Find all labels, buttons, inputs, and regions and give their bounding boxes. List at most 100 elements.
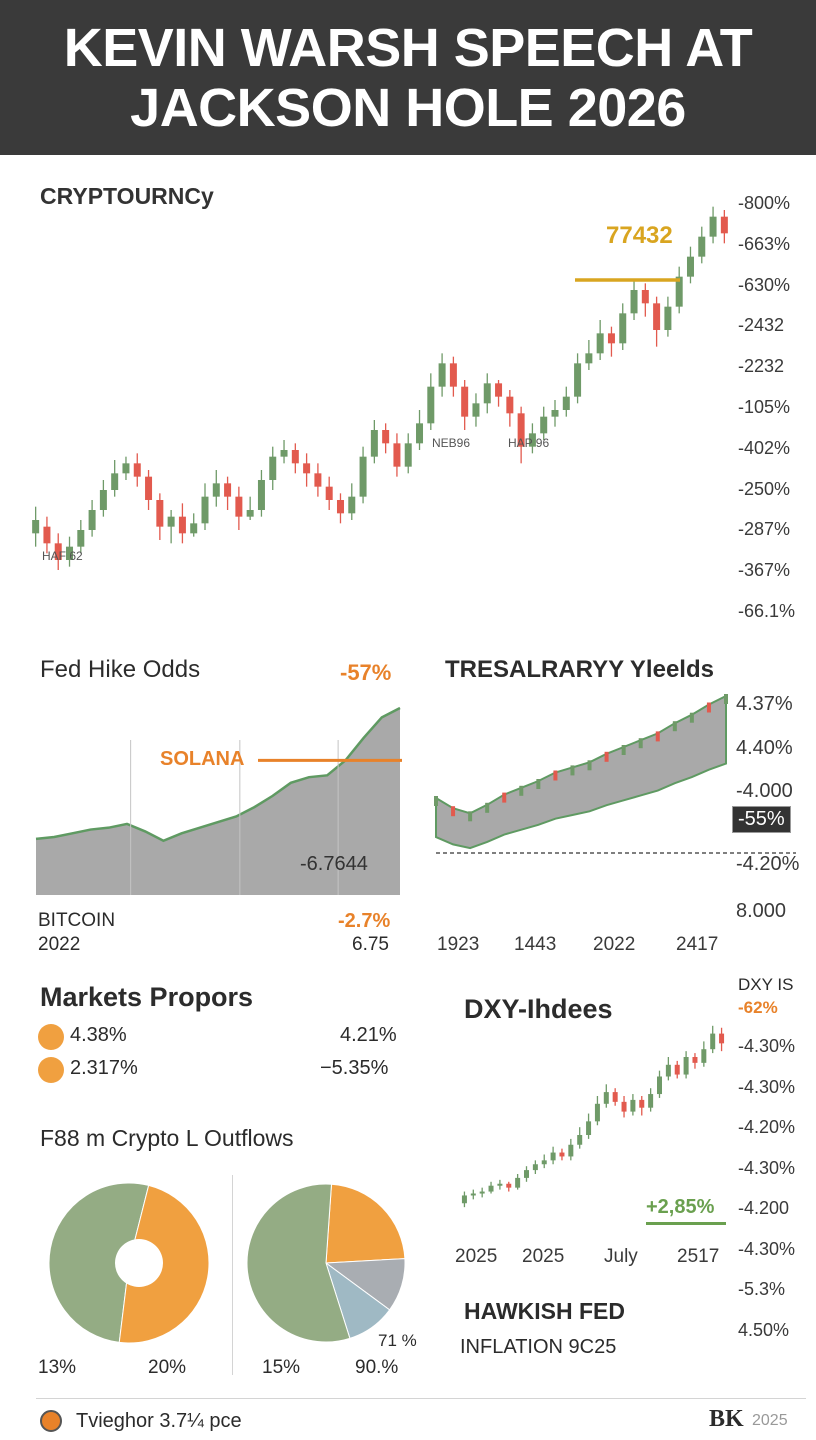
- crypto-candle-56: [664, 296, 672, 337]
- treasury-candle-15: [689, 712, 694, 723]
- crypto-candle-25: [314, 463, 322, 497]
- treasury-candle-16: [706, 702, 711, 713]
- crypto-candle-52: [619, 303, 627, 350]
- crypto-candle-9: [133, 453, 141, 487]
- crypto-candle-59: [698, 226, 706, 264]
- dxy-candle-22: [657, 1070, 662, 1098]
- dxy-candle-10: [550, 1146, 556, 1165]
- markets-row-1-right: 4.21%: [340, 1024, 397, 1046]
- dxy-y-tick-7: 4.50%: [738, 1319, 790, 1340]
- dxy-x-tick-2: July: [604, 1246, 638, 1267]
- fed-hike-line-label: SOLANA: [160, 748, 245, 770]
- dxy-candle-13: [577, 1127, 583, 1149]
- outflows_pie2-slice-green: [246, 1183, 351, 1343]
- crypto-candle-36: [438, 353, 446, 397]
- dxy-candle-23: [665, 1057, 671, 1081]
- outflows_pie2-slice-orange: [325, 1183, 406, 1264]
- treasury-candle-2: [468, 811, 473, 822]
- treasury-y-tick-1: 4.40%: [736, 737, 793, 759]
- dxy-candle-9: [541, 1154, 547, 1169]
- crypto-candle-28: [348, 483, 356, 520]
- treasury-y-tick-0: 4.37%: [736, 693, 793, 715]
- crypto-candle-27: [336, 493, 344, 524]
- dxy-x-tick-1: 2025: [522, 1246, 565, 1267]
- fed-area-fill: [36, 708, 400, 895]
- crypto-candle-32: [393, 433, 401, 477]
- fed-hike-area-chart: [35, 706, 402, 895]
- dxy-candle-14: [586, 1113, 592, 1139]
- treasury-candle-5: [519, 785, 524, 796]
- dxy-y-tick-1: -4.30%: [738, 1076, 796, 1097]
- dxy-candle-1: [470, 1189, 476, 1200]
- crypto-y-tick-9: -367%: [738, 560, 791, 581]
- dxy-x-tick-3: 2517: [677, 1246, 720, 1267]
- fed-area-line: [35, 706, 401, 843]
- treasury-area-chart: [434, 694, 796, 854]
- outflows-pie-chart-2: [246, 1183, 406, 1343]
- crypto-candle-12: [167, 510, 175, 544]
- dxy-candlestick-chart: [461, 1025, 725, 1208]
- treasury-candle-0: [434, 796, 438, 806]
- crypto-candle-21: [269, 446, 277, 490]
- crypto-candle-23: [291, 443, 299, 474]
- dxy-y-tick-3: -4.30%: [738, 1157, 796, 1178]
- dxy-candle-3: [488, 1181, 494, 1194]
- crypto-candle-11: [156, 493, 164, 540]
- treasury-candle-7: [553, 770, 558, 781]
- crypto-candle-29: [359, 446, 367, 504]
- dxy-candle-17: [612, 1088, 618, 1106]
- treasury-candle-17: [724, 694, 728, 704]
- pie1-label-right: 20%: [148, 1357, 187, 1378]
- crypto-y-tick-7: -250%: [738, 478, 791, 499]
- dxy-candle-24: [674, 1060, 680, 1079]
- dxy-candle-4: [497, 1179, 503, 1190]
- crypto-candle-26: [325, 476, 333, 510]
- treasury-candle-10: [604, 751, 609, 762]
- dxy-candle-11: [559, 1148, 565, 1161]
- dxy-y-tick-5: -4.30%: [738, 1238, 796, 1259]
- crypto-candle-17: [224, 476, 232, 510]
- dxy-candle-12: [568, 1138, 574, 1161]
- pie-divider: [232, 1175, 233, 1375]
- crypto-candle-40: [483, 373, 491, 414]
- markets-title: Markets Propors: [40, 982, 254, 1012]
- dxy-corner-value: -62%: [738, 998, 778, 1017]
- footer-divider: [36, 1398, 806, 1399]
- crypto-candle-13: [178, 503, 186, 544]
- fed-hike-inner-value: -6.7644: [300, 853, 368, 875]
- page-title-line-1: KEVIN WARSH SPEECH AT: [63, 18, 753, 78]
- treasury-candle-9: [587, 760, 592, 771]
- dxy-x-tick-0: 2025: [455, 1246, 498, 1267]
- treasury-title: TRESALRARYY Yleelds: [445, 656, 714, 683]
- crypto-annotation-1: HAF 62: [42, 549, 83, 563]
- crypto-candle-48: [574, 353, 582, 404]
- crypto-candle-39: [472, 393, 480, 427]
- crypto-candle-31: [382, 423, 390, 454]
- treasury-candle-6: [536, 779, 541, 789]
- crypto-candle-10: [145, 470, 153, 510]
- markets-row-1-left: 4.38%: [70, 1024, 127, 1046]
- treasury-x-tick-1: 1443: [514, 934, 557, 955]
- crypto-candle-2: [54, 533, 62, 570]
- pie2-label-right: 90.%: [355, 1357, 399, 1378]
- pie2-corner-label: 71 %: [378, 1331, 417, 1350]
- dxy-candle-19: [630, 1094, 636, 1116]
- crypto-y-tick-0: -800%: [738, 193, 791, 213]
- crypto-marker-value: 77432: [606, 222, 673, 249]
- footer-logo-icon: [40, 1410, 62, 1432]
- crypto-candle-22: [280, 440, 288, 464]
- treasury-y-tick-5: 8.000: [736, 900, 787, 922]
- crypto-candle-37: [449, 356, 457, 397]
- crypto-y-tick-6: -402%: [738, 437, 791, 458]
- dxy-candle-5: [506, 1181, 512, 1192]
- crypto-candle-6: [99, 480, 107, 517]
- crypto-candle-41: [495, 380, 503, 407]
- dxy-y-tick-4: -4.200: [738, 1198, 790, 1218]
- dxy-candle-26: [692, 1053, 698, 1069]
- fed-hike-footer-left: BITCOIN: [38, 910, 116, 931]
- dxy-change: +2,85%: [646, 1196, 715, 1218]
- crypto-candle-4: [77, 520, 85, 554]
- dxy-y-tick-2: -4.20%: [738, 1117, 796, 1137]
- crypto-candlestick-chart: [32, 206, 728, 570]
- crypto-candle-61: [720, 210, 728, 244]
